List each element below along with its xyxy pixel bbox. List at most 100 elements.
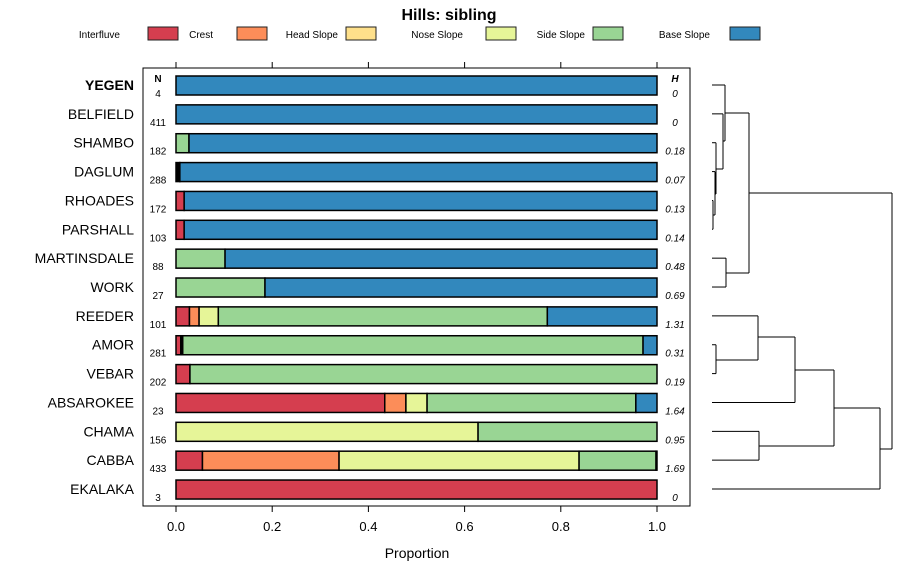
bar-row-reeder: REEDER 101 1.31	[76, 306, 685, 331]
legend-label-head: Head Slope	[286, 30, 339, 41]
row-h-value: 1.31	[665, 320, 684, 331]
bar-row-vebar: VEBAR 202 0.19	[87, 363, 685, 389]
n-header: N	[154, 74, 161, 85]
bar-segment-base	[635, 392, 658, 414]
dendrogram	[712, 84, 893, 490]
bar-segment-nose	[338, 450, 580, 471]
row-n-value: 4	[155, 89, 161, 100]
bar-segment-side	[217, 306, 549, 327]
row-n-value: 172	[150, 204, 167, 215]
row-label: REEDER	[76, 308, 134, 324]
bar-segment-side	[189, 363, 658, 385]
bar-row-martinsdale: MARTINSDALE 88 0.48	[35, 248, 685, 273]
bar-segment-crest	[201, 450, 340, 471]
row-n-value: 433	[150, 464, 167, 475]
legend-label-base: Base Slope	[659, 30, 711, 41]
row-label: SHAMBO	[73, 135, 134, 151]
legend-swatch-side	[592, 26, 624, 41]
bar-segment-side	[578, 450, 657, 471]
row-h-value: 1.69	[665, 464, 685, 475]
legend: Interfluve Crest Head Slope Nose Slope Side …	[79, 26, 761, 41]
bar-segment-side	[426, 392, 637, 414]
bar-segment-base	[183, 219, 658, 241]
row-h-value: 0.69	[665, 291, 685, 302]
bar-segment-side	[175, 277, 266, 298]
legend-swatch-crest	[236, 26, 268, 41]
legend-label-interfluve: Interfluve	[79, 30, 121, 41]
row-label: VEBAR	[87, 366, 134, 382]
x-tick-label: 0.2	[263, 519, 281, 534]
plot-panel	[142, 67, 691, 507]
x-tick-label: 1.0	[648, 519, 666, 534]
h-header: H	[671, 74, 679, 85]
row-n-value: 3	[155, 493, 161, 504]
row-h-value: 0	[672, 89, 678, 100]
bar-segment-interfluve	[175, 219, 185, 241]
row-n-value: 101	[150, 320, 167, 331]
bar-row-daglum: DAGLUM 288 0.07	[74, 161, 685, 187]
row-n-value: 182	[150, 147, 167, 158]
bar-row-shambo: SHAMBO 182 0.18	[73, 132, 685, 158]
bar-segment-side	[477, 421, 658, 443]
row-n-value: 202	[150, 378, 167, 389]
row-h-value: 0.14	[665, 233, 685, 244]
bar-segment-side	[181, 334, 644, 356]
row-h-value: 0.31	[665, 349, 684, 360]
row-n-value: 411	[150, 118, 166, 129]
bar-segment-nose	[198, 306, 220, 327]
bar-row-work: WORK 27 0.69	[90, 277, 685, 302]
row-h-value: 0	[672, 493, 678, 504]
bar-segment-base	[224, 248, 658, 269]
row-h-value: 0	[672, 118, 678, 129]
bar-segment-crest	[188, 306, 200, 327]
legend-swatch-head	[345, 26, 377, 41]
bar-segment-nose	[405, 392, 428, 414]
row-h-value: 1.64	[665, 406, 685, 417]
bar-segment-interfluve	[175, 450, 204, 471]
row-label: DAGLUM	[74, 164, 134, 180]
x-tick-label: 0.8	[552, 519, 570, 534]
bar-segment-base	[264, 277, 658, 298]
x-axis-label: Proportion	[385, 545, 450, 561]
row-label: CHAMA	[83, 423, 134, 439]
bar-segment-base	[546, 306, 658, 327]
bar-segment-base	[175, 75, 658, 96]
bar-segment-base	[188, 132, 658, 154]
legend-label-crest: Crest	[189, 30, 213, 41]
row-label: AMOR	[92, 337, 134, 353]
row-n-value: 281	[150, 349, 167, 360]
row-label: CABBA	[87, 452, 135, 468]
bar-segment-other	[655, 450, 658, 471]
bar-row-amor: AMOR 281 0.31	[92, 334, 685, 360]
row-n-value: 156	[150, 435, 167, 446]
bar-row-rhoades: RHOADES 172 0.13	[65, 190, 685, 215]
row-label: PARSHALL	[62, 221, 134, 237]
row-label: YEGEN	[85, 77, 134, 93]
row-label: WORK	[90, 279, 134, 295]
bar-segment-interfluve	[175, 306, 191, 327]
bar-segment-base	[175, 104, 658, 125]
row-label: ABSAROKEE	[48, 394, 134, 410]
bar-segment-interfluve	[175, 363, 191, 385]
row-h-value: 0.48	[665, 262, 685, 273]
bar-row-belfield: BELFIELD 411 0	[68, 104, 678, 129]
bar-segment-nose	[175, 421, 479, 443]
legend-swatch-base	[729, 26, 761, 41]
legend-label-side: Side Slope	[537, 30, 586, 41]
bar-segment-side	[175, 248, 226, 269]
legend-swatch-interfluve	[147, 26, 179, 41]
bar-row-parshall: PARSHALL 103 0.14	[62, 219, 685, 244]
row-h-value: 0.13	[665, 204, 685, 215]
bar-row-cabba: CABBA 433 1.69	[87, 450, 685, 475]
bar-row-absarokee: ABSAROKEE 23 1.64	[48, 392, 685, 417]
row-n-value: 27	[152, 291, 164, 302]
bar-row-yegen: YEGEN 4 0	[85, 75, 678, 100]
x-tick-label: 0.4	[359, 519, 377, 534]
row-h-value: 0.18	[665, 147, 685, 158]
bar-row-chama: CHAMA 156 0.95	[83, 421, 685, 446]
bar-segment-base	[642, 334, 658, 356]
bar-segment-interfluve	[175, 479, 658, 500]
row-h-value: 0.95	[665, 435, 685, 446]
bar-segment-base	[179, 161, 658, 183]
